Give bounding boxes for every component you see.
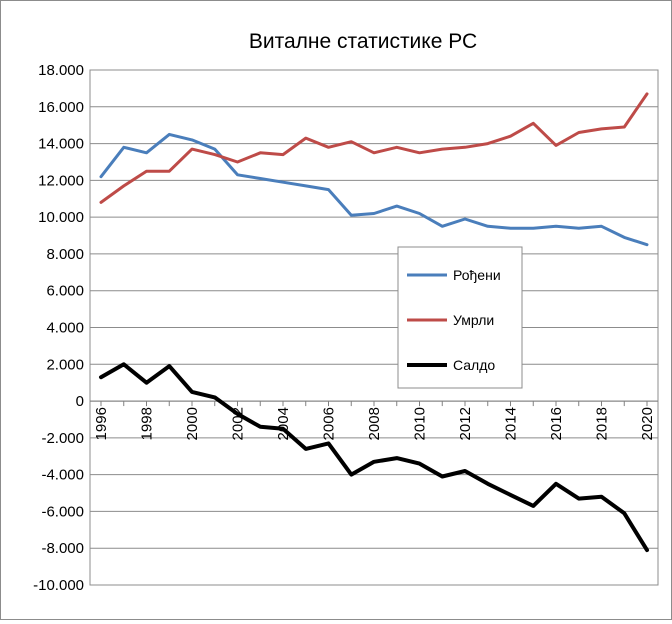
- x-tick-label: 2008: [366, 407, 383, 440]
- y-tick-label: -10.000: [33, 577, 84, 594]
- x-tick-label: 1998: [139, 407, 156, 440]
- y-tick-label: 10.000: [38, 209, 84, 226]
- legend-label-3: Салдо: [453, 357, 495, 373]
- x-tick-label: 2004: [275, 407, 292, 440]
- y-tick-label: 4.000: [46, 320, 84, 337]
- x-tick-label: 2000: [184, 407, 201, 440]
- x-tick-label: 2018: [594, 407, 611, 440]
- legend: Рођени Умрли Салдо: [397, 246, 523, 389]
- x-axis: [90, 400, 658, 407]
- legend-label-2: Умрли: [453, 312, 494, 328]
- y-tick-label: 2.000: [46, 356, 84, 373]
- x-tick-label: 2020: [639, 407, 656, 440]
- y-tick-label: -6.000: [41, 503, 84, 520]
- series-lines: [99, 92, 649, 553]
- y-tick-label: 8.000: [46, 246, 84, 263]
- series-line-1: [99, 132, 649, 247]
- chart-title: Виталне статистике РС: [249, 30, 477, 53]
- x-tick-label: 1996: [93, 407, 110, 440]
- y-tick-label: 14.000: [38, 136, 84, 153]
- x-tick-label: 2006: [321, 407, 338, 440]
- x-tick-label: 2002: [230, 407, 247, 440]
- y-tick-label: 16.000: [38, 99, 84, 116]
- y-tick-label: 0: [76, 393, 84, 410]
- y-axis-tick-labels: 18.000 16.000 14.000 12.000 10.000 8.000 6.000…: [33, 62, 84, 594]
- series-line-3: [99, 362, 649, 553]
- y-tick-label: -4.000: [41, 467, 84, 484]
- y-tick-label: 18.000: [38, 62, 84, 79]
- series-line-2: [99, 92, 649, 204]
- x-tick-label: 2014: [503, 407, 520, 440]
- x-axis-tick-labels: 1996 1998 2000 2002 2004 2006 2008 2010 2012 2014…: [93, 407, 656, 440]
- y-tick-label: -2.000: [41, 430, 84, 447]
- y-tick-label: 12.000: [38, 172, 84, 189]
- x-tick-label: 2016: [548, 407, 565, 440]
- x-tick-label: 2010: [412, 407, 429, 440]
- legend-label-1: Рођени: [453, 267, 501, 283]
- y-tick-label: 6.000: [46, 283, 84, 300]
- x-tick-label: 2012: [457, 407, 474, 440]
- y-tick-label: -8.000: [41, 540, 84, 557]
